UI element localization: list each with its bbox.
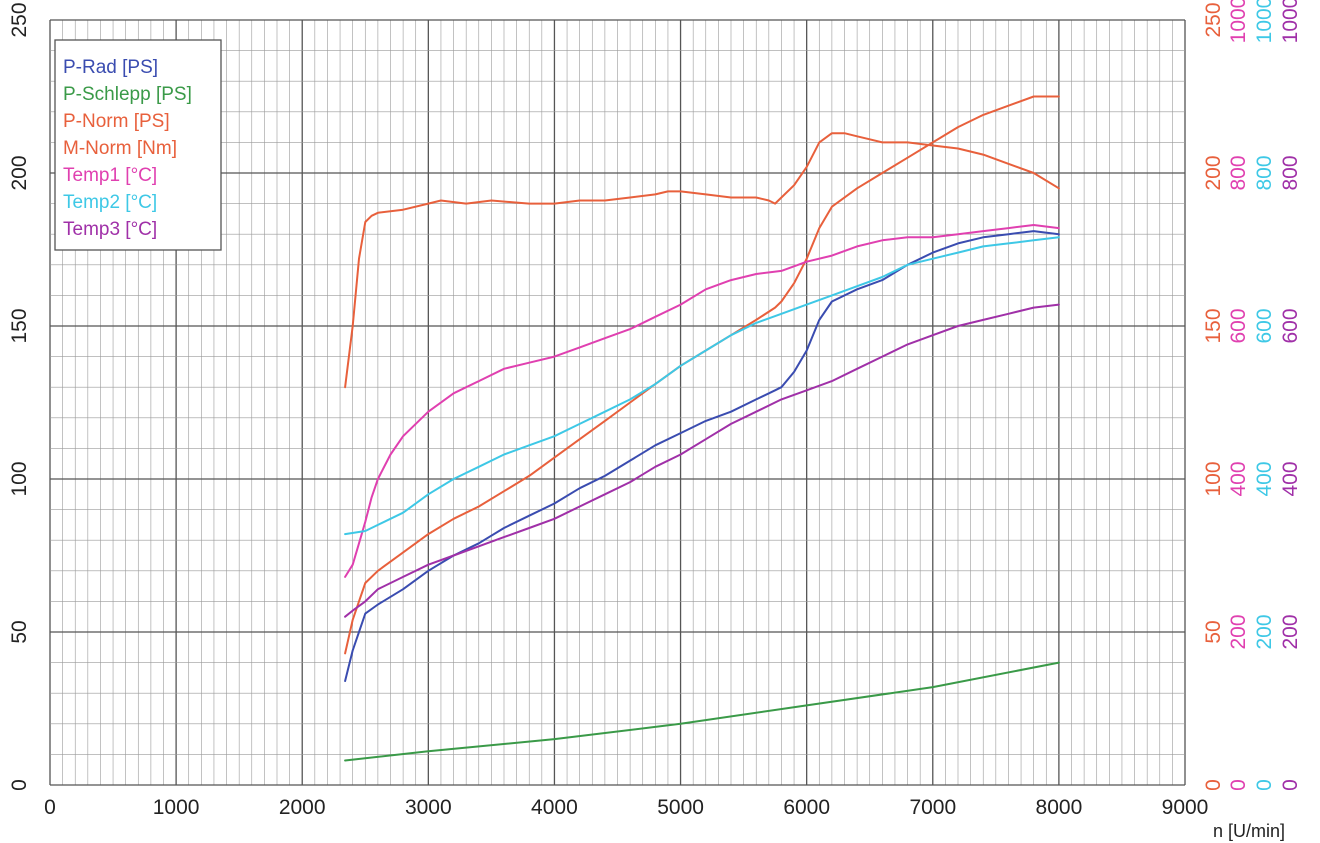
y-tick-label: 100 — [8, 461, 31, 496]
legend: P-Rad [PS] P-Schlepp [PS] P-Norm [PS] M-Nor… — [54, 39, 222, 251]
right-axis-tick-label: 400 — [1253, 461, 1276, 496]
legend-entry: M-Norm [Nm] — [63, 138, 177, 159]
legend-entry: P-Norm [PS] — [63, 111, 170, 132]
x-tick-label: 3000 — [405, 796, 452, 819]
y-tick-label: 200 — [8, 155, 31, 190]
x-tick-label: 7000 — [909, 796, 956, 819]
right-axis-tick-label: 0 — [1202, 779, 1225, 791]
x-tick-label: 9000 — [1162, 796, 1209, 819]
y-tick-label: 250 — [8, 2, 31, 37]
legend-entry: Temp2 [°C] — [63, 192, 157, 213]
y-tick-label: 0 — [8, 779, 31, 791]
right-axis-tick-label: 800 — [1253, 155, 1276, 190]
series-line-temp2-c — [344, 236, 1060, 536]
right-axis-tick-label: 400 — [1227, 461, 1250, 496]
right-axis-tick-label: 250 — [1202, 2, 1225, 37]
y-axis-ticks: 0 50 100 150 200 250 — [8, 2, 31, 790]
right-axis-tick-label: 50 — [1202, 620, 1225, 643]
right-axis-tick-label: 200 — [1253, 614, 1276, 649]
x-tick-label: 6000 — [783, 796, 830, 819]
right-axis-tick-label: 200 — [1202, 155, 1225, 190]
y-tick-label: 50 — [8, 620, 31, 643]
grid — [49, 19, 1186, 786]
x-tick-label: 8000 — [1036, 796, 1083, 819]
x-axis-label: n [U/min] — [1213, 821, 1285, 841]
legend-entry: Temp1 [°C] — [63, 165, 157, 186]
right-axis-tick-label: 1000 — [1253, 0, 1276, 43]
right-axis-tick-label: 0 — [1279, 779, 1302, 791]
right-axis-tick-label: 600 — [1279, 308, 1302, 343]
series-line-temp3-c — [344, 303, 1060, 618]
right-axis-tick-label: 0 — [1227, 779, 1250, 791]
right-axis-tick-label: 600 — [1227, 308, 1250, 343]
y-tick-label: 150 — [8, 308, 31, 343]
right-axis-tick-label: 100 — [1202, 461, 1225, 496]
x-tick-label: 5000 — [657, 796, 704, 819]
right-axis-tick-label: 1000 — [1279, 0, 1302, 43]
right-axis-tick-label: 150 — [1202, 308, 1225, 343]
right-axis-tick-label: 600 — [1253, 308, 1276, 343]
right-axis-tick-label: 200 — [1227, 614, 1250, 649]
series-line-p-rad-ps — [344, 230, 1060, 682]
right-axis-tick-label: 800 — [1279, 155, 1302, 190]
series-line-m-norm-nm — [344, 132, 1060, 389]
series-line-p-schlepp-ps — [344, 661, 1060, 762]
right-axis-tick-label: 1000 — [1227, 0, 1250, 43]
x-tick-label: 4000 — [531, 796, 578, 819]
legend-entry: P-Schlepp [PS] — [63, 84, 192, 105]
x-tick-label: 0 — [44, 796, 56, 819]
series-line-temp1-c — [344, 224, 1060, 578]
right-axis-tick-label: 400 — [1279, 461, 1302, 496]
legend-box — [54, 39, 222, 251]
x-tick-label: 1000 — [153, 796, 200, 819]
right-axis-tick-label: 0 — [1253, 779, 1276, 791]
right-axis-tick-label: 200 — [1279, 614, 1302, 649]
x-tick-label: 2000 — [279, 796, 326, 819]
series-layer — [344, 95, 1060, 762]
legend-entry: P-Rad [PS] — [63, 57, 158, 78]
right-axis-tick-label: 800 — [1227, 155, 1250, 190]
legend-entry: Temp3 [°C] — [63, 219, 157, 240]
x-axis-ticks: 0 1000 2000 3000 4000 5000 6000 7000 8000 9000 — [44, 796, 1208, 819]
right-axes-ticks: 0 50 100 150 200 250 0 200 400 600 800 1000 0 200 400 6… — [1202, 0, 1302, 791]
